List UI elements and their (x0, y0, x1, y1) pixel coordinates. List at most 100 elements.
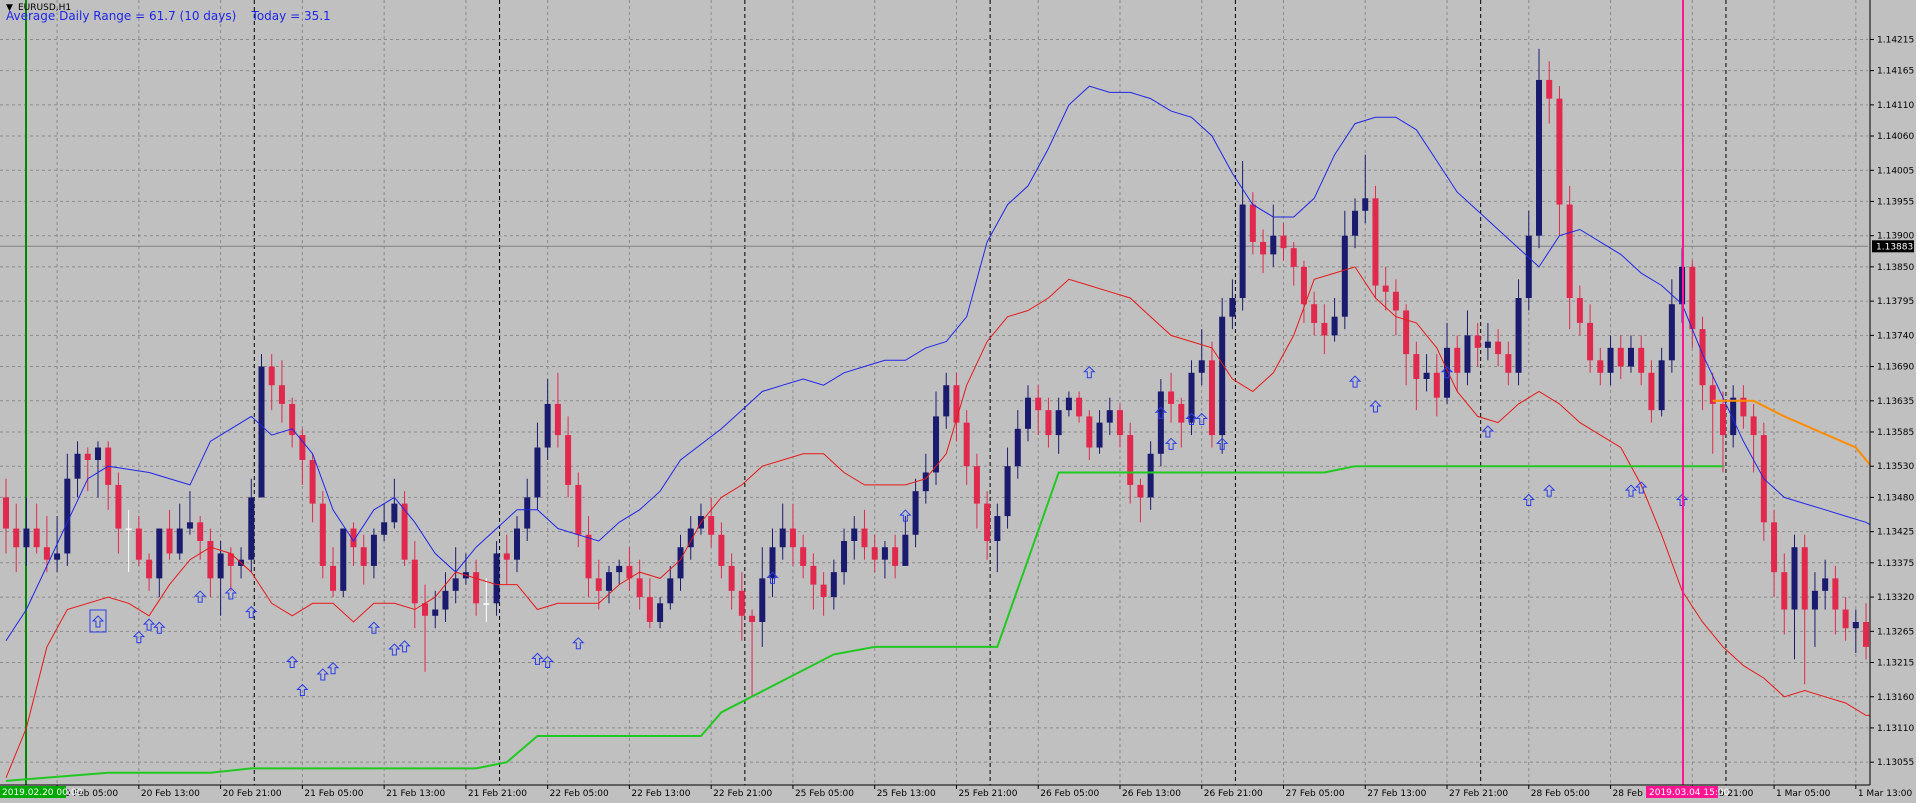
candle-body (1157, 391, 1164, 454)
candle (1086, 410, 1093, 461)
time-tick-label: 27 Feb 05:00 (1286, 789, 1345, 799)
candle-body (483, 603, 490, 605)
candle (779, 503, 786, 560)
time-tick-label: 28 Feb 21:00 (1694, 789, 1753, 799)
candle (646, 578, 653, 629)
price-tick-label: 1.13955 (1877, 197, 1914, 207)
candle (1219, 298, 1226, 454)
candle (1709, 372, 1716, 454)
candle (13, 503, 20, 573)
up-arrow-icon (1154, 406, 1168, 419)
candle (943, 372, 950, 429)
candle (23, 497, 30, 566)
candle (1556, 86, 1563, 236)
price-tick-label: 1.14165 (1877, 67, 1914, 77)
candle (1321, 304, 1328, 355)
candle (718, 522, 725, 579)
candle-body (1352, 210, 1359, 236)
candle-body (1617, 347, 1624, 367)
candle-body (646, 597, 653, 622)
candle (125, 509, 132, 573)
candle-body (1801, 547, 1808, 610)
up-arrow-icon (398, 640, 411, 653)
candle (738, 572, 745, 641)
cursor-time-tag: 2019.03.04 15:00 (1646, 786, 1730, 798)
candle-body (1035, 397, 1042, 411)
candle (605, 565, 612, 604)
candle (1464, 310, 1471, 386)
candle-body (738, 590, 745, 616)
time-tick-label: 1 Mar 13:00 (1858, 789, 1913, 799)
candle (789, 503, 796, 566)
time-tick-label: 26 Feb 21:00 (1204, 789, 1263, 799)
candle (1392, 279, 1399, 336)
candle (1076, 391, 1083, 423)
candle-body (1341, 235, 1348, 317)
candle-body (1331, 316, 1338, 336)
candle-body (677, 547, 684, 579)
up-arrow-icon (1083, 366, 1096, 379)
candle-body (1249, 204, 1256, 242)
up-arrow-icon (899, 509, 912, 522)
candle-body (350, 528, 357, 548)
candle (411, 540, 418, 629)
candle-body (1556, 98, 1563, 205)
candle-body (1239, 204, 1246, 299)
candle (299, 428, 306, 485)
candle (1495, 329, 1502, 367)
candle-body (1771, 522, 1778, 573)
candle-body (800, 547, 807, 566)
up-arrow-icon (193, 590, 207, 603)
time-tick-label: 25 Feb 13:00 (877, 789, 936, 799)
candle-body (1740, 397, 1747, 417)
price-tick-label: 1.13530 (1877, 462, 1914, 472)
price-axis-ticks: 1.14215 1.14165 1.14110 1.14060 1.14005 1.139… (1870, 35, 1914, 768)
candle (135, 516, 142, 566)
collapse-triangle-icon[interactable]: ▼ (6, 3, 13, 13)
price-axis-panel (1870, 0, 1916, 803)
candle-body (1842, 609, 1849, 629)
candle (534, 422, 541, 510)
candle-body (1045, 410, 1052, 436)
candle-body (1638, 347, 1645, 373)
candle-body (565, 435, 572, 485)
candle (1055, 397, 1062, 454)
time-tick-label: 25 Feb 21:00 (958, 789, 1017, 799)
candle (1403, 304, 1410, 386)
up-arrow-icon (1481, 425, 1495, 438)
candle (43, 516, 50, 573)
candle (933, 391, 940, 485)
candle (1260, 229, 1267, 274)
candle-body (963, 422, 970, 467)
time-tick-label: 28 Feb 13:00 (1613, 789, 1672, 799)
candle-body (156, 528, 163, 579)
candle-body (1311, 304, 1318, 323)
candle (1822, 559, 1829, 610)
candle-body (759, 578, 766, 622)
candle-body (514, 528, 520, 560)
candle-body (1791, 547, 1798, 610)
candle-body (585, 534, 592, 579)
candle-body (1484, 341, 1491, 348)
candle-body (411, 559, 418, 604)
candle (1116, 403, 1123, 448)
time-tick-label: 20 Feb 21:00 (223, 789, 282, 799)
candle (902, 516, 909, 566)
candle (1423, 354, 1430, 392)
up-arrow-icon (91, 615, 105, 628)
candle (217, 540, 224, 616)
candle (452, 547, 459, 604)
candle-body (1280, 235, 1287, 249)
candle-body (135, 528, 142, 560)
candle-body (330, 565, 337, 591)
candle (636, 559, 643, 610)
start-time-tag: 2019.02.20 00:00 (0, 786, 83, 798)
candle (820, 572, 827, 616)
candle-body (370, 534, 377, 566)
candle (514, 516, 520, 573)
candle-body (258, 366, 265, 498)
candle-body (1832, 578, 1839, 610)
candle (1658, 347, 1665, 417)
